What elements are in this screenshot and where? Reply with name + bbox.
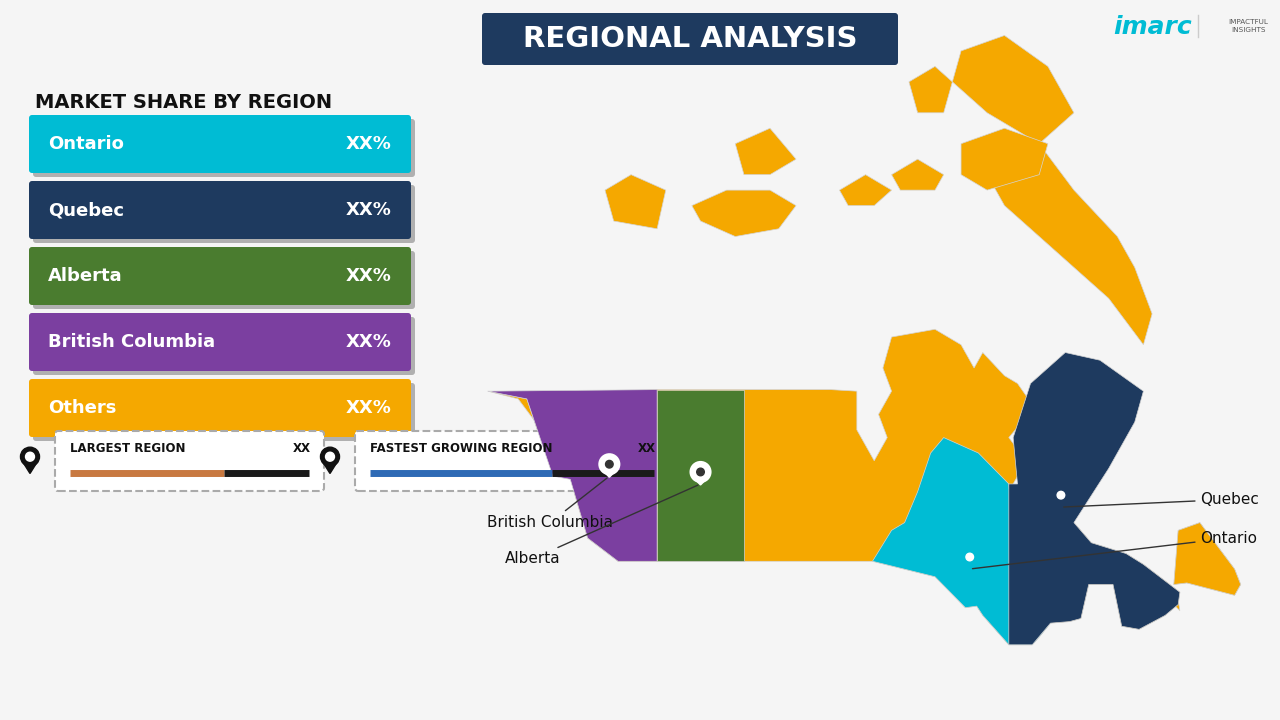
Polygon shape [488,390,657,562]
Circle shape [690,462,710,482]
Text: XX%: XX% [346,333,392,351]
Text: REGIONAL ANALYSIS: REGIONAL ANALYSIS [522,25,858,53]
Polygon shape [892,159,943,190]
Circle shape [320,447,339,467]
Circle shape [605,460,613,468]
Text: XX%: XX% [346,399,392,417]
Text: IMPACTFUL
INSIGHTS: IMPACTFUL INSIGHTS [1228,19,1268,33]
Text: Ontario: Ontario [973,531,1257,569]
Text: imarc: imarc [1114,15,1192,39]
Polygon shape [23,462,37,474]
Polygon shape [840,175,892,206]
Circle shape [325,452,334,462]
Polygon shape [1009,353,1180,645]
Polygon shape [323,462,337,474]
FancyBboxPatch shape [33,185,415,243]
FancyBboxPatch shape [33,383,415,441]
FancyBboxPatch shape [29,313,411,371]
Text: XX: XX [637,441,657,454]
Polygon shape [1174,523,1240,595]
Text: Others: Others [49,399,116,417]
Text: Alberta: Alberta [49,267,123,285]
Text: LARGEST REGION: LARGEST REGION [70,441,186,454]
Circle shape [696,468,704,476]
FancyBboxPatch shape [33,317,415,375]
Polygon shape [605,175,666,229]
Text: British Columbia: British Columbia [488,478,613,530]
Polygon shape [909,66,952,113]
FancyBboxPatch shape [33,251,415,309]
Polygon shape [603,471,616,477]
Circle shape [1057,491,1065,499]
Polygon shape [961,128,1048,190]
Polygon shape [964,564,975,570]
FancyBboxPatch shape [29,115,411,173]
FancyBboxPatch shape [29,379,411,437]
Polygon shape [657,390,744,562]
FancyBboxPatch shape [55,431,324,491]
FancyBboxPatch shape [355,431,669,491]
Text: MARKET SHARE BY REGION: MARKET SHARE BY REGION [35,92,332,112]
Text: XX%: XX% [346,267,392,285]
Polygon shape [1055,502,1068,508]
FancyBboxPatch shape [29,247,411,305]
Circle shape [20,447,40,467]
Polygon shape [692,190,796,236]
Text: British Columbia: British Columbia [49,333,215,351]
Polygon shape [873,438,1052,645]
FancyBboxPatch shape [483,13,899,65]
Text: XX: XX [293,441,311,454]
Circle shape [26,452,35,462]
Text: XX%: XX% [346,201,392,219]
Polygon shape [1174,523,1240,595]
Circle shape [960,547,979,567]
Text: Quebec: Quebec [1064,492,1260,507]
Polygon shape [1148,597,1161,606]
Polygon shape [695,479,707,485]
Text: Alberta: Alberta [504,485,698,567]
Polygon shape [735,128,796,175]
Text: Quebec: Quebec [49,201,124,219]
Circle shape [1051,485,1071,505]
Polygon shape [1174,600,1180,611]
Circle shape [966,553,974,561]
Text: FASTEST GROWING REGION: FASTEST GROWING REGION [370,441,553,454]
FancyBboxPatch shape [29,181,411,239]
Polygon shape [952,35,1074,144]
Polygon shape [488,329,1180,645]
FancyBboxPatch shape [33,119,415,177]
Circle shape [599,454,620,474]
Text: Ontario: Ontario [49,135,124,153]
Text: XX%: XX% [346,135,392,153]
Polygon shape [987,144,1152,345]
